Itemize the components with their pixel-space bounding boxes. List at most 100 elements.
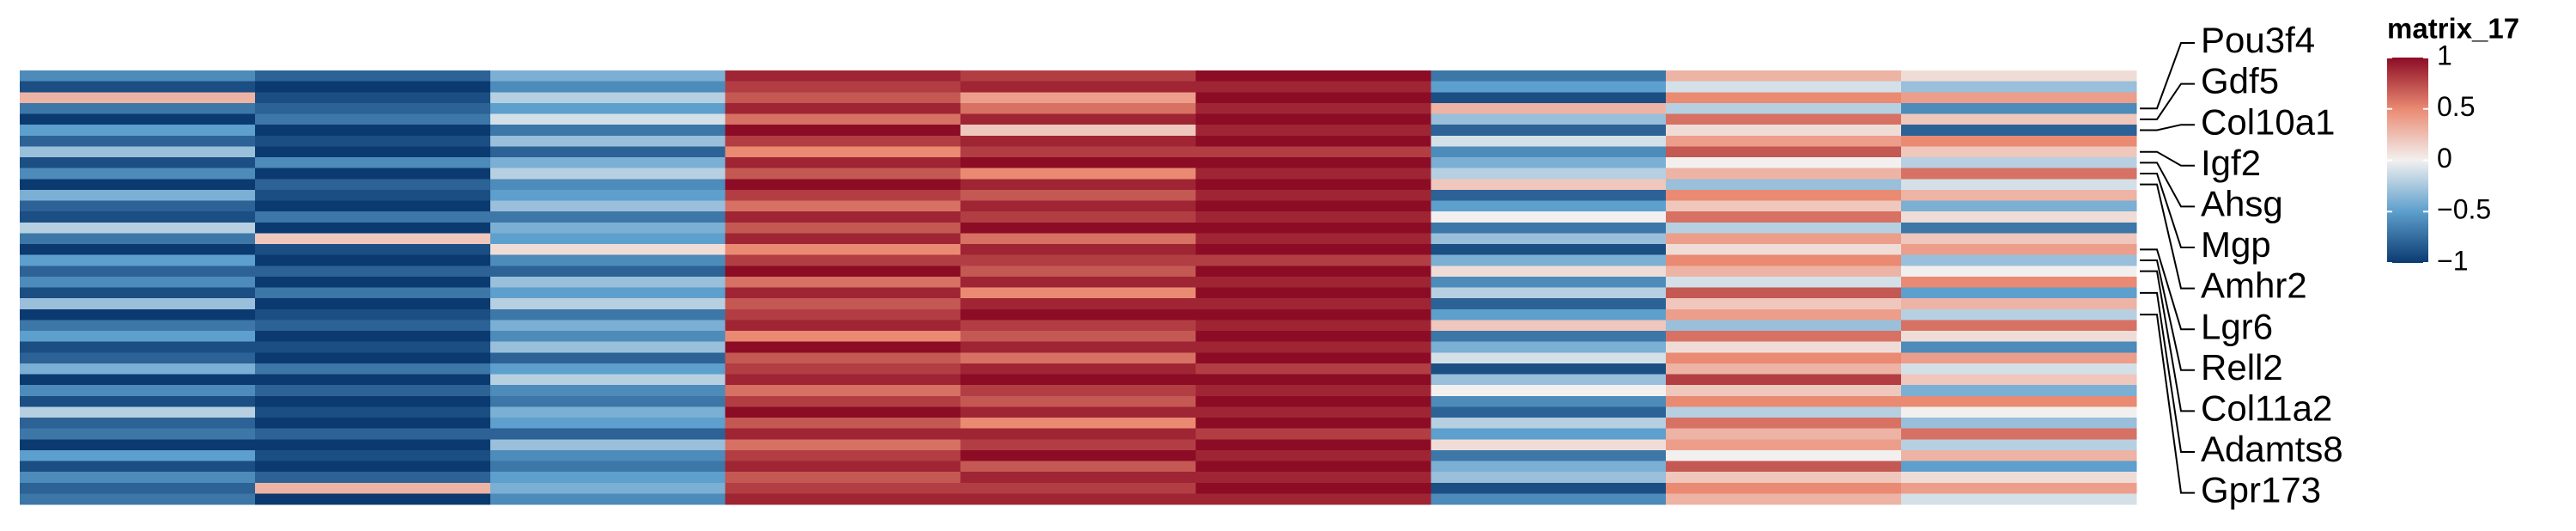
heatmap-cell	[254, 266, 491, 278]
heatmap-cell	[20, 146, 256, 158]
heatmap-cell	[489, 222, 726, 234]
heatmap-cell	[1431, 70, 1667, 82]
heatmap-cell	[489, 352, 726, 364]
heatmap-cell	[1195, 135, 1431, 147]
heatmap-cell	[725, 482, 962, 494]
heatmap-cell	[1431, 276, 1667, 288]
heatmap-cell	[1431, 449, 1667, 461]
legend-tick-label: −0.5	[2437, 194, 2491, 225]
heatmap-cell	[20, 493, 256, 505]
heatmap-cell	[1431, 472, 1667, 484]
heatmap-cell	[1195, 449, 1431, 461]
heatmap-cell	[489, 449, 726, 461]
heatmap-cell	[1666, 70, 1902, 82]
heatmap-cell	[20, 157, 256, 169]
heatmap-cell	[20, 308, 256, 320]
heatmap-cell	[1901, 395, 2137, 407]
heatmap-cell	[1901, 482, 2137, 494]
heatmap-cell	[254, 81, 491, 93]
heatmap-cell	[1666, 266, 1902, 278]
heatmap-cell	[20, 363, 256, 375]
heatmap-cell	[489, 92, 726, 104]
heatmap-cell	[960, 254, 1196, 266]
heatmap-cell	[960, 287, 1196, 299]
heatmap-cell	[1901, 146, 2137, 158]
heatmap-cell	[1666, 363, 1902, 375]
heatmap-cell	[1901, 461, 2137, 473]
heatmap-cell	[960, 276, 1196, 288]
heatmap-cell	[1195, 482, 1431, 494]
heatmap-cell	[1666, 244, 1902, 256]
heatmap-cell	[489, 395, 726, 407]
heatmap-cell	[1901, 125, 2137, 137]
heatmap-cell	[1666, 493, 1902, 505]
heatmap-cell	[489, 125, 726, 137]
heatmap-cell	[1195, 439, 1431, 451]
heatmap-cell	[489, 320, 726, 332]
row-label: Amhr2	[2201, 266, 2307, 306]
heatmap-cell	[725, 254, 962, 266]
heatmap-cell	[1901, 320, 2137, 332]
heatmap-cell	[254, 200, 491, 212]
heatmap-cell	[960, 472, 1196, 484]
heatmap-cell	[1666, 449, 1902, 461]
heatmap-cell	[1666, 428, 1902, 440]
heatmap-cell	[20, 418, 256, 430]
heatmap-cell	[960, 189, 1196, 201]
heatmap-cell	[1666, 179, 1902, 191]
legend-tick-label: −1	[2437, 245, 2468, 276]
heatmap-cell	[960, 168, 1196, 180]
heatmap-cell	[1666, 461, 1902, 473]
heatmap-cell	[489, 179, 726, 191]
heatmap-cell	[254, 276, 491, 288]
heatmap-cell	[960, 92, 1196, 104]
heatmap-cell	[20, 244, 256, 256]
heatmap-cell	[254, 352, 491, 364]
heatmap-cell	[725, 385, 962, 397]
heatmap-cell	[1195, 363, 1431, 375]
heatmap-cell	[254, 233, 491, 245]
heatmap-cell	[1431, 482, 1667, 494]
heatmap-cell	[1431, 125, 1667, 137]
heatmap-cell	[20, 200, 256, 212]
legend-tick-label: 0	[2437, 143, 2452, 174]
heatmap-cell	[20, 168, 256, 180]
heatmap-cell	[725, 266, 962, 278]
heatmap-cell	[20, 81, 256, 93]
heatmap-cell	[960, 341, 1196, 353]
heatmap-cell	[1901, 233, 2137, 245]
heatmap-cell	[725, 222, 962, 234]
legend-tick-label: 0.5	[2437, 91, 2475, 122]
heatmap-cell	[1901, 428, 2137, 440]
row-label: Mgp	[2201, 224, 2271, 265]
heatmap-cell	[960, 266, 1196, 278]
heatmap-cell	[1901, 276, 2137, 288]
heatmap-cell	[489, 298, 726, 310]
heatmap-cell	[725, 92, 962, 104]
heatmap-cell	[960, 113, 1196, 125]
heatmap-cell	[20, 125, 256, 137]
heatmap-cell	[960, 395, 1196, 407]
heatmap-cell	[1666, 125, 1902, 137]
heatmap-cell	[725, 276, 962, 288]
heatmap-cell	[960, 331, 1196, 343]
heatmap-cell	[489, 81, 726, 93]
heatmap-cell	[725, 102, 962, 114]
label-connector	[2140, 314, 2195, 494]
heatmap-cell	[960, 385, 1196, 397]
heatmap-cell	[1666, 406, 1902, 418]
heatmap-cell	[960, 406, 1196, 418]
heatmap-cell	[254, 374, 491, 386]
heatmap-cell	[1195, 472, 1431, 484]
heatmap-cell	[20, 472, 256, 484]
label-connector	[2140, 42, 2195, 110]
heatmap-cell	[1431, 157, 1667, 169]
heatmap-cell	[960, 200, 1196, 212]
heatmap-cell	[1901, 168, 2137, 180]
heatmap-cell	[1431, 395, 1667, 407]
heatmap-cell	[1195, 146, 1431, 158]
heatmap-cell	[254, 449, 491, 461]
heatmap-cell	[1195, 92, 1431, 104]
heatmap-cell	[20, 439, 256, 451]
heatmap-cell	[1901, 472, 2137, 484]
